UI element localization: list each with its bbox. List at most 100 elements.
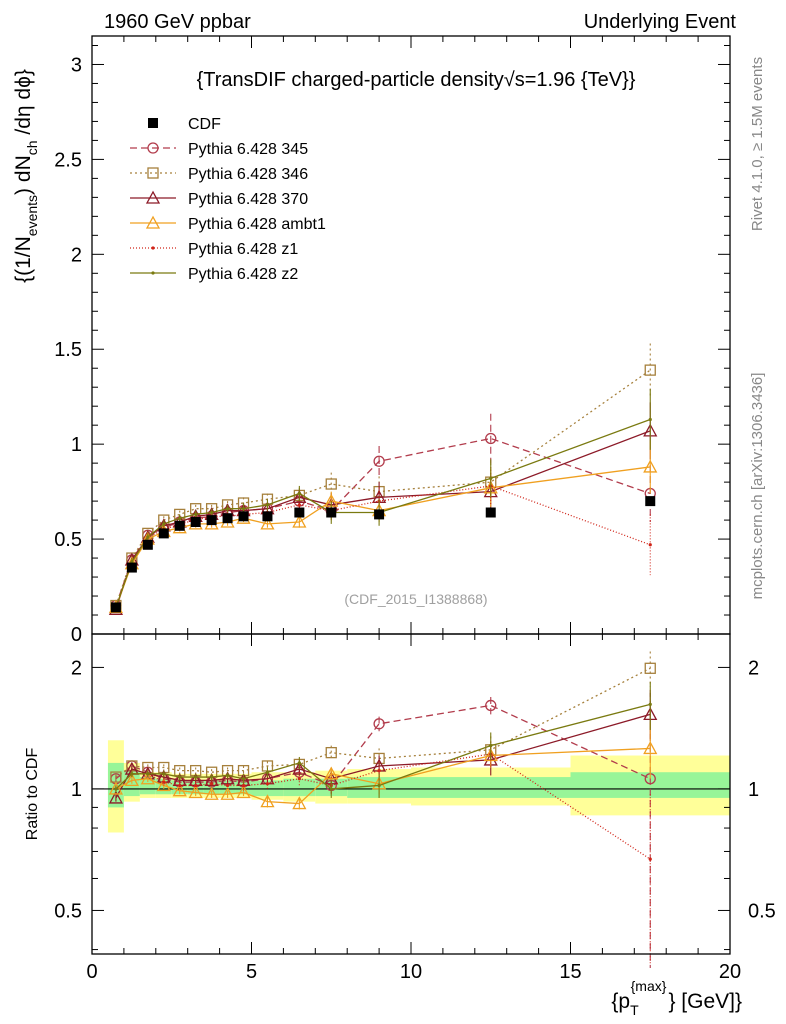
header-left: 1960 GeV ppbar bbox=[104, 11, 251, 33]
ratio-point bbox=[162, 780, 166, 784]
main-point bbox=[225, 507, 230, 511]
ratio-point bbox=[241, 777, 246, 781]
ratio-tick-label-left: 1 bbox=[71, 779, 82, 801]
ratio-point bbox=[172, 783, 187, 797]
ratio-point bbox=[485, 699, 497, 712]
y-tick-label: 3 bbox=[71, 54, 82, 76]
main-point bbox=[297, 503, 301, 507]
data-point bbox=[142, 539, 153, 550]
ratio-point bbox=[236, 785, 251, 799]
legend-marker bbox=[147, 142, 159, 154]
legend-label: Pythia 6.428 346 bbox=[188, 166, 308, 183]
side-mcplots-label: mcplots.cern.ch [arXiv:1306.3436] bbox=[749, 373, 766, 600]
main-point bbox=[292, 514, 307, 528]
main-point bbox=[241, 507, 246, 511]
x-tick-label: 20 bbox=[719, 961, 741, 983]
main-point bbox=[146, 535, 150, 539]
data-point bbox=[158, 528, 169, 539]
ratio-point bbox=[225, 773, 230, 778]
ratio-point bbox=[194, 775, 198, 779]
ratio-point bbox=[140, 771, 155, 785]
y-tick-label: 0.5 bbox=[54, 529, 82, 551]
ratio-tick-label-left: 2 bbox=[71, 657, 82, 679]
ratio-point bbox=[373, 718, 385, 730]
ratio-point bbox=[220, 786, 235, 800]
ratio-y-axis-label: Ratio to CDF bbox=[24, 748, 41, 841]
main-point bbox=[210, 510, 214, 515]
main-line bbox=[115, 466, 651, 608]
main-point bbox=[178, 516, 182, 520]
data-point bbox=[262, 511, 273, 522]
main-point bbox=[648, 543, 652, 547]
ratio-point bbox=[292, 796, 307, 810]
main-point bbox=[297, 491, 301, 496]
ratio-point bbox=[146, 772, 150, 776]
ratio-point bbox=[648, 857, 652, 861]
analysis-tag: (CDF_2015_I1388868) bbox=[344, 591, 487, 607]
ratio-point bbox=[162, 772, 166, 776]
ratio-point bbox=[188, 785, 203, 799]
ratio-point bbox=[225, 783, 230, 788]
ratio-point bbox=[194, 783, 198, 788]
ratio-panel bbox=[92, 651, 730, 969]
main-point bbox=[194, 512, 198, 517]
y-tick-label: 0 bbox=[71, 624, 82, 646]
ratio-tick-label-left: 0.5 bbox=[54, 900, 82, 922]
data-series-cdf bbox=[110, 496, 656, 613]
ratio-point bbox=[210, 775, 214, 779]
legend-marker-cdf bbox=[148, 118, 158, 128]
legend-entry-pythia-6-428-ambt1: Pythia 6.428 ambt1 bbox=[130, 215, 326, 233]
ratio-tick-label-right: 2 bbox=[748, 657, 759, 679]
ratio-point bbox=[377, 783, 381, 788]
legend-marker bbox=[151, 271, 155, 275]
y-tick-label: 1 bbox=[71, 434, 82, 456]
data-point bbox=[326, 507, 337, 518]
ratio-point bbox=[325, 746, 337, 759]
main-point bbox=[373, 455, 385, 467]
x-tick-label: 15 bbox=[559, 961, 581, 983]
y-tick-label: 1.5 bbox=[54, 339, 82, 361]
legend-marker bbox=[145, 190, 161, 204]
ratio-point bbox=[204, 786, 219, 800]
legend: CDF Pythia 6.428 345 Pythia 6.428 346 Pythi… bbox=[130, 116, 326, 283]
ratio-point bbox=[156, 778, 171, 792]
legend-label: Pythia 6.428 345 bbox=[188, 141, 308, 158]
ratio-point bbox=[377, 769, 381, 773]
stat-band bbox=[411, 777, 571, 798]
ratio-point bbox=[204, 773, 219, 787]
ratio-point bbox=[265, 782, 270, 786]
ratio-point bbox=[130, 772, 134, 776]
x-axis-label: {pT{max}} [GeV]} bbox=[611, 978, 742, 1018]
main-panel bbox=[108, 343, 658, 615]
main-point bbox=[292, 489, 307, 503]
main-line bbox=[115, 369, 651, 606]
data-point bbox=[222, 513, 233, 524]
data-point bbox=[645, 496, 656, 507]
ratio-point bbox=[114, 787, 118, 791]
ratio-point bbox=[329, 787, 333, 791]
main-point bbox=[162, 522, 166, 526]
legend-entry-pythia-6-428-346: Pythia 6.428 346 bbox=[130, 166, 308, 183]
y-tick-label: 2.5 bbox=[54, 149, 82, 171]
data-point bbox=[238, 511, 249, 522]
legend-entry-pythia-6-428-345: Pythia 6.428 345 bbox=[130, 141, 308, 158]
ratio-point bbox=[489, 744, 493, 748]
legend-label: Pythia 6.428 ambt1 bbox=[188, 216, 326, 233]
data-point bbox=[206, 515, 217, 526]
ratio-point bbox=[124, 773, 139, 787]
x-tick-label: 5 bbox=[246, 961, 257, 983]
main-point bbox=[325, 478, 337, 490]
legend-label-cdf: CDF bbox=[188, 116, 221, 133]
data-point bbox=[374, 509, 385, 520]
ratio-point bbox=[260, 794, 275, 808]
legend-label: Pythia 6.428 z2 bbox=[188, 266, 298, 283]
legend-label: Pythia 6.428 370 bbox=[188, 191, 308, 208]
ratio-point bbox=[178, 783, 182, 788]
legend-entry-cdf: CDF bbox=[148, 116, 221, 133]
ratio-point bbox=[220, 771, 235, 785]
ratio-point bbox=[297, 761, 301, 765]
ratio-tick-label-right: 0.5 bbox=[748, 900, 776, 922]
ratio-point bbox=[324, 766, 339, 780]
ratio-series-pythia-6-428-345 bbox=[110, 689, 656, 969]
